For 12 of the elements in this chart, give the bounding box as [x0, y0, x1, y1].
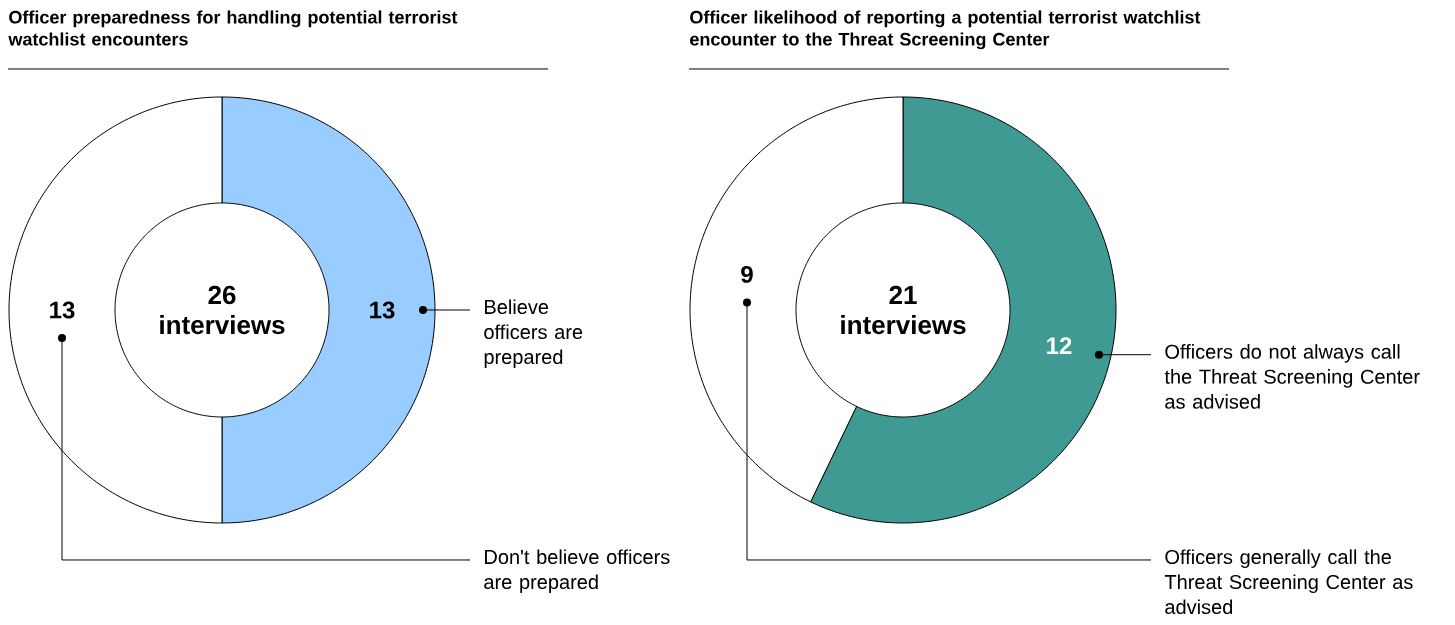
slice-label: Believe officers are prepared — [484, 299, 583, 369]
data-label: 12 — [1047, 337, 1072, 354]
text: 26 interviews — [160, 285, 285, 335]
chart-title: Officer preparedness for handling potential terrorist watchlist encounters — [8, 10, 458, 46]
slice-label: Don't believe officers are prepared — [484, 549, 670, 594]
data-label: 13 — [50, 301, 75, 319]
data-label: 13 — [370, 301, 395, 319]
data-label: 9 — [741, 265, 753, 283]
slice-label: Officers generally call the Threat Screening Center as advised — [1164, 549, 1413, 615]
chart-title: Officer likelihood of reporting a potential terrorist watchlist encounter to the Threat Screening Center — [690, 10, 1201, 50]
text: 21 interviews — [841, 285, 966, 335]
slice-label: Officers do not always call the Threat Screening Center as advised — [1164, 344, 1420, 409]
